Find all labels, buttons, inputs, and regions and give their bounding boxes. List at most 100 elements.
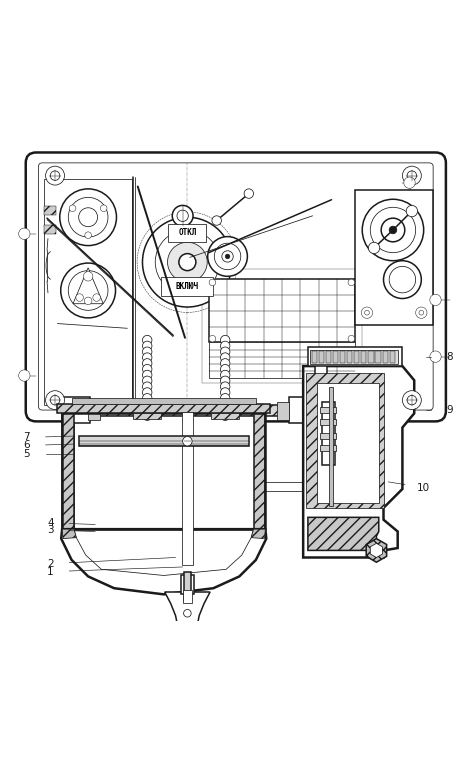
Circle shape	[143, 359, 152, 368]
Polygon shape	[366, 538, 387, 562]
Circle shape	[208, 236, 247, 276]
Circle shape	[143, 382, 152, 391]
Circle shape	[220, 341, 230, 350]
Text: 6: 6	[23, 440, 30, 450]
Circle shape	[76, 294, 83, 301]
Bar	[315, 363, 327, 404]
Text: 4: 4	[47, 518, 54, 528]
Circle shape	[68, 197, 108, 237]
Circle shape	[220, 370, 230, 380]
Bar	[375, 351, 381, 363]
Bar	[318, 383, 379, 503]
Text: 2: 2	[47, 559, 54, 569]
Text: ОТКЛ: ОТКЛ	[178, 229, 197, 237]
Bar	[133, 413, 161, 419]
Bar	[308, 347, 402, 366]
Circle shape	[18, 228, 30, 239]
Circle shape	[143, 347, 152, 357]
Circle shape	[348, 280, 355, 286]
Bar	[319, 433, 336, 440]
Text: 5: 5	[23, 449, 30, 458]
Circle shape	[430, 294, 441, 306]
Polygon shape	[303, 366, 414, 557]
Bar	[390, 351, 395, 363]
Text: 1: 1	[47, 567, 54, 577]
Bar	[44, 226, 56, 234]
Bar	[319, 444, 336, 451]
Circle shape	[416, 307, 427, 318]
Circle shape	[143, 341, 152, 350]
Bar	[354, 351, 359, 363]
Bar	[183, 572, 191, 601]
Circle shape	[69, 205, 76, 212]
Text: 3: 3	[47, 525, 54, 535]
Circle shape	[402, 390, 421, 410]
Circle shape	[222, 251, 233, 262]
Circle shape	[383, 261, 421, 299]
Polygon shape	[251, 529, 265, 538]
Bar	[326, 351, 331, 363]
Circle shape	[143, 388, 152, 397]
Circle shape	[368, 243, 380, 253]
Circle shape	[143, 370, 152, 380]
Bar	[44, 206, 56, 215]
Circle shape	[68, 270, 108, 310]
Circle shape	[225, 254, 230, 259]
Bar	[44, 179, 132, 405]
Circle shape	[46, 166, 64, 185]
Polygon shape	[62, 529, 76, 538]
Circle shape	[370, 207, 416, 253]
Circle shape	[100, 205, 107, 212]
Circle shape	[143, 400, 152, 409]
Circle shape	[143, 411, 152, 420]
Circle shape	[220, 347, 230, 357]
Bar	[319, 419, 336, 425]
Circle shape	[244, 189, 254, 199]
Circle shape	[177, 210, 188, 222]
Text: 10: 10	[417, 483, 430, 493]
Circle shape	[407, 171, 417, 180]
Circle shape	[209, 280, 216, 286]
Bar	[57, 404, 270, 413]
Bar	[72, 398, 256, 404]
Circle shape	[381, 218, 405, 242]
Circle shape	[348, 336, 355, 342]
Bar	[254, 413, 265, 529]
Circle shape	[143, 217, 232, 307]
Bar	[209, 343, 355, 378]
Bar	[310, 350, 398, 363]
Bar	[312, 351, 317, 363]
Bar	[333, 351, 338, 363]
Circle shape	[84, 297, 92, 305]
Bar	[347, 351, 352, 363]
Circle shape	[220, 359, 230, 368]
Circle shape	[214, 243, 241, 270]
Bar	[181, 575, 194, 594]
Bar	[74, 413, 254, 529]
Circle shape	[172, 206, 193, 226]
Circle shape	[179, 253, 196, 270]
Circle shape	[220, 336, 230, 345]
Circle shape	[209, 336, 216, 342]
Circle shape	[143, 405, 152, 414]
Bar	[355, 190, 433, 324]
Circle shape	[143, 364, 152, 374]
Bar	[79, 436, 249, 447]
Bar	[182, 590, 192, 603]
Circle shape	[362, 199, 424, 261]
Circle shape	[83, 272, 93, 281]
Bar	[182, 412, 193, 564]
Circle shape	[143, 393, 152, 403]
Circle shape	[143, 376, 152, 386]
Bar	[209, 279, 355, 343]
Bar	[319, 351, 324, 363]
Circle shape	[143, 336, 152, 345]
Bar	[168, 224, 206, 243]
Circle shape	[419, 310, 424, 315]
Circle shape	[389, 226, 397, 234]
Circle shape	[220, 382, 230, 391]
Circle shape	[220, 388, 230, 397]
Text: 8: 8	[447, 352, 453, 362]
Circle shape	[182, 437, 192, 446]
Circle shape	[93, 294, 100, 301]
